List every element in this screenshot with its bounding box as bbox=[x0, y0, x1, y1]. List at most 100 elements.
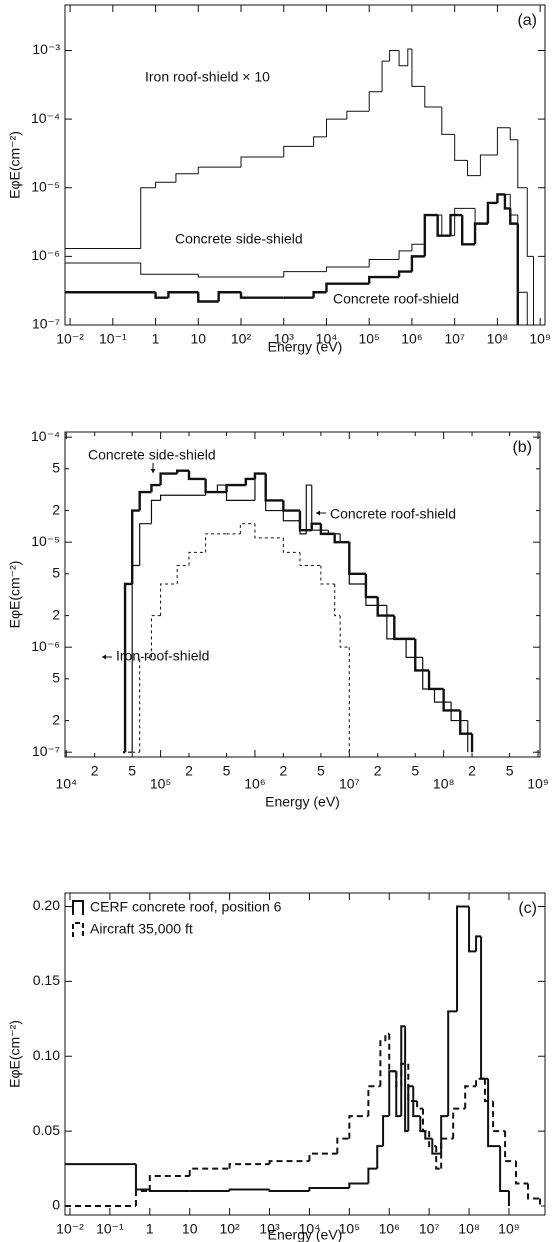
x-tick-label: 10⁻² bbox=[56, 1221, 84, 1237]
step bbox=[424, 214, 442, 245]
x-tick-label: 5 bbox=[223, 763, 231, 779]
x-tick-label: 5 bbox=[411, 763, 419, 779]
step bbox=[140, 263, 199, 275]
step bbox=[339, 533, 350, 543]
step bbox=[483, 1078, 494, 1103]
step bbox=[327, 530, 341, 535]
legend bbox=[72, 922, 84, 937]
step bbox=[305, 484, 312, 534]
step bbox=[496, 193, 505, 203]
step bbox=[456, 905, 470, 1012]
step bbox=[400, 1062, 409, 1087]
step bbox=[468, 906, 477, 953]
step bbox=[283, 271, 327, 278]
x-tick-label: 10⁷ bbox=[419, 1221, 440, 1237]
step bbox=[381, 60, 390, 92]
step bbox=[460, 215, 476, 246]
step bbox=[389, 49, 400, 62]
step bbox=[405, 638, 423, 658]
series-label: Concrete side-shield bbox=[88, 447, 216, 463]
step bbox=[320, 565, 335, 585]
step bbox=[436, 215, 451, 237]
step bbox=[205, 491, 218, 496]
step bbox=[514, 1161, 529, 1185]
step bbox=[379, 1040, 386, 1087]
step bbox=[367, 1085, 381, 1117]
x-tick-label: 10⁸ bbox=[487, 331, 509, 347]
step bbox=[348, 1182, 369, 1189]
step bbox=[368, 259, 400, 268]
x-tick-label: 10⁷ bbox=[339, 776, 360, 792]
step bbox=[175, 173, 199, 183]
step bbox=[459, 710, 473, 735]
step bbox=[139, 656, 152, 753]
x-tick-label: 10⁸ bbox=[458, 1221, 480, 1237]
step bbox=[225, 485, 255, 501]
step bbox=[364, 573, 378, 599]
step bbox=[388, 1070, 397, 1117]
step bbox=[509, 208, 518, 225]
x-tick-label: 10⁶ bbox=[379, 1221, 400, 1237]
y-tick-label: 10⁻⁴ bbox=[31, 110, 60, 126]
step bbox=[492, 1101, 506, 1133]
step bbox=[414, 638, 430, 672]
step bbox=[442, 688, 461, 712]
step bbox=[467, 160, 481, 177]
step bbox=[398, 50, 408, 67]
step bbox=[407, 48, 412, 66]
panel: 10⁻² 10⁻¹ 1 10 10² 10³ 10⁴ 10⁵ 10⁶ 10⁷ 10⁸ 10⁹ 0 0.05… bbox=[7, 892, 546, 1242]
x-tick-label: 10⁴ bbox=[55, 776, 77, 792]
step bbox=[486, 201, 498, 224]
y-tick-label: 10⁻⁴ bbox=[31, 428, 60, 444]
x-tick-label: 10⁷ bbox=[444, 331, 465, 347]
y-tick-label: 10⁻⁷ bbox=[32, 743, 60, 759]
step bbox=[325, 282, 370, 293]
step bbox=[268, 1160, 310, 1165]
x-tick-label: 10⁹ bbox=[529, 331, 551, 347]
step bbox=[386, 605, 407, 640]
step bbox=[424, 86, 442, 108]
step bbox=[264, 473, 284, 502]
step bbox=[299, 552, 321, 566]
step bbox=[283, 145, 314, 158]
step bbox=[216, 484, 227, 493]
y-tick-label: 10⁻⁵ bbox=[31, 533, 60, 549]
arrow-head bbox=[150, 469, 156, 473]
step bbox=[473, 222, 488, 245]
arrow-head bbox=[316, 510, 320, 516]
step bbox=[480, 936, 489, 1080]
step bbox=[123, 582, 133, 753]
step bbox=[150, 499, 161, 524]
y-tick-label: 0.05 bbox=[33, 1122, 60, 1138]
step bbox=[440, 1137, 454, 1169]
step bbox=[454, 134, 468, 161]
step bbox=[503, 194, 511, 210]
step bbox=[517, 215, 528, 293]
x-tick-label: 10² bbox=[231, 331, 252, 347]
step bbox=[325, 266, 370, 272]
arrow-head bbox=[102, 654, 106, 660]
step bbox=[428, 1131, 437, 1148]
x-tick-label: 2 bbox=[468, 763, 476, 779]
step bbox=[388, 1033, 397, 1073]
step bbox=[435, 1146, 442, 1170]
step bbox=[197, 166, 242, 174]
step bbox=[312, 291, 327, 298]
step bbox=[422, 657, 435, 690]
step bbox=[398, 250, 412, 260]
step bbox=[348, 542, 366, 585]
step bbox=[384, 1032, 390, 1042]
y-tick-label: 2 bbox=[52, 606, 60, 622]
x-tick-label: 10³ bbox=[274, 331, 295, 347]
step bbox=[368, 275, 400, 284]
step bbox=[134, 1164, 150, 1191]
series-label: Concrete side-shield bbox=[175, 231, 303, 247]
series-label: Concrete roof-shield bbox=[333, 291, 459, 307]
step bbox=[348, 542, 366, 575]
y-axis-label: EφE(cm⁻²) bbox=[7, 561, 23, 629]
step bbox=[348, 1115, 369, 1139]
step bbox=[217, 291, 242, 302]
step bbox=[325, 118, 347, 137]
panel-label: (a) bbox=[517, 12, 537, 29]
step bbox=[240, 156, 284, 168]
